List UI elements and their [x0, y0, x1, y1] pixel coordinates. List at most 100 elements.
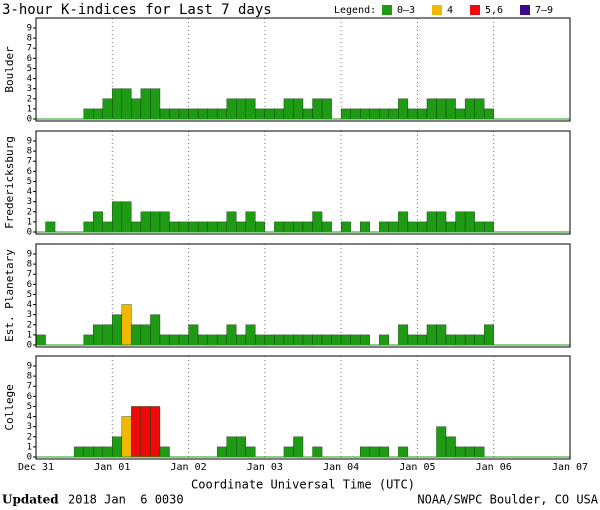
- bar: [226, 324, 237, 346]
- y-tick-label: 4: [27, 74, 32, 84]
- bar: [131, 406, 142, 458]
- bar: [274, 221, 285, 233]
- bar: [312, 334, 323, 346]
- bar: [331, 334, 342, 346]
- bar: [140, 88, 151, 120]
- bar: [112, 201, 123, 233]
- bar: [274, 334, 285, 346]
- bar: [93, 446, 103, 458]
- bar: [350, 334, 361, 346]
- bar: [236, 221, 246, 233]
- y-tick-label: 5: [27, 290, 32, 300]
- bar: [121, 88, 132, 120]
- bar: [45, 221, 56, 233]
- bar: [321, 334, 332, 346]
- bar: [455, 446, 466, 458]
- bar: [464, 211, 475, 233]
- bar: [360, 108, 370, 120]
- y-tick-label: 4: [27, 187, 32, 197]
- legend-label: 5,6: [485, 5, 503, 16]
- y-tick-label: 3: [27, 310, 32, 320]
- bar: [188, 324, 199, 346]
- y-tick-label: 1: [27, 217, 32, 227]
- bar: [398, 98, 409, 120]
- y-tick-label: 5: [27, 64, 32, 74]
- bar: [483, 221, 494, 233]
- bar: [474, 98, 485, 120]
- y-tick-label: 4: [27, 300, 32, 310]
- bar: [407, 108, 418, 120]
- bar: [245, 446, 256, 458]
- updated-time: 2018 Jan 6 0030: [68, 493, 184, 507]
- bar: [398, 446, 409, 458]
- bar: [407, 221, 418, 233]
- bar: [207, 108, 218, 120]
- bar: [93, 324, 103, 346]
- y-tick-label: 3: [27, 197, 32, 207]
- panel-frame: [35, 130, 571, 235]
- y-tick-label: 7: [27, 382, 32, 392]
- x-tick-label: Jan 03: [247, 462, 283, 473]
- bar: [474, 334, 485, 346]
- source: NOAA/SWPC Boulder, CO USA: [417, 493, 598, 507]
- bar: [360, 221, 370, 233]
- y-axis-label: Fredericksburg: [3, 136, 16, 229]
- y-tick-label: 6: [27, 54, 32, 64]
- bar: [312, 446, 323, 458]
- bar: [340, 334, 351, 346]
- bar: [188, 221, 199, 233]
- bar: [283, 334, 294, 346]
- bar: [150, 314, 161, 346]
- bar: [216, 446, 227, 458]
- bar: [216, 334, 227, 346]
- bar: [83, 334, 94, 346]
- chart-title: 3-hour K-indices for Last 7 days: [2, 2, 272, 18]
- y-tick-label: 9: [27, 250, 32, 260]
- x-tick-label: Dec 31: [18, 462, 54, 473]
- bar: [102, 324, 113, 346]
- bar: [426, 98, 437, 120]
- y-tick-label: 9: [27, 362, 32, 372]
- x-tick-label: Jan 06: [476, 462, 512, 473]
- bar: [293, 98, 304, 120]
- bar: [121, 416, 132, 458]
- bar: [169, 334, 180, 346]
- bar: [340, 108, 351, 120]
- y-tick-label: 7: [27, 270, 32, 280]
- bar: [159, 334, 170, 346]
- legend-swatch: [432, 5, 442, 15]
- x-tick-label: Jan 07: [552, 462, 588, 473]
- bar: [312, 211, 323, 233]
- bar: [379, 108, 390, 120]
- bar: [388, 221, 399, 233]
- bar: [283, 446, 294, 458]
- bar: [255, 108, 266, 120]
- bar: [178, 108, 189, 120]
- panel-frame: [35, 17, 571, 122]
- bar: [445, 334, 456, 346]
- bar: [226, 211, 237, 233]
- y-tick-label: 3: [27, 84, 32, 94]
- x-tick-label: Jan 02: [171, 462, 207, 473]
- bar: [379, 446, 390, 458]
- panel-frame: [35, 355, 571, 460]
- bar: [169, 221, 180, 233]
- bar: [150, 406, 161, 458]
- bar: [245, 211, 256, 233]
- bar: [121, 304, 132, 346]
- bar: [455, 108, 466, 120]
- bar: [436, 98, 447, 120]
- bar: [93, 108, 103, 120]
- bar: [216, 108, 227, 120]
- bar: [73, 446, 84, 458]
- bar: [455, 211, 466, 233]
- legend-label: 0–3: [397, 5, 415, 16]
- bar: [150, 211, 161, 233]
- y-tick-label: 2: [27, 94, 32, 104]
- y-tick-label: 9: [27, 24, 32, 34]
- bar: [131, 324, 142, 346]
- bar: [83, 446, 94, 458]
- y-tick-label: 0: [27, 453, 32, 463]
- bar: [436, 324, 447, 346]
- y-tick-label: 1: [27, 442, 32, 452]
